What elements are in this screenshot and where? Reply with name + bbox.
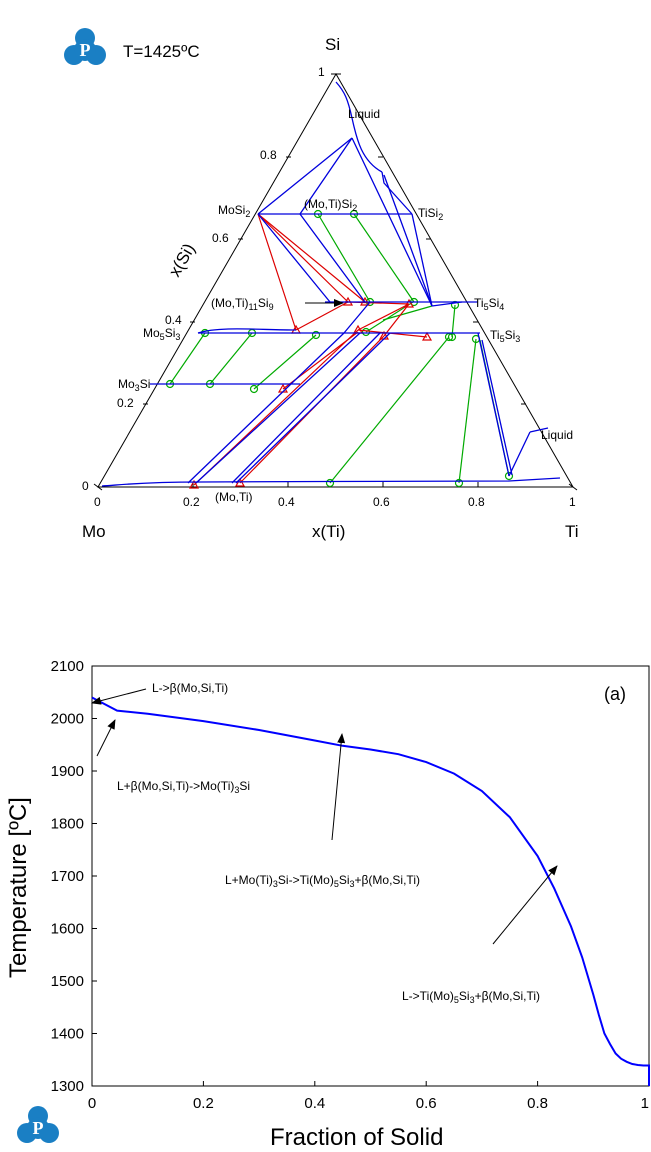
x-tick-label: 0.6 [416, 1095, 437, 1112]
apex-si-label: Si [325, 35, 340, 54]
bottom-tick-0: 0 [94, 495, 101, 509]
y-tick-label: 2000 [51, 711, 84, 728]
y-axis: 1300 1400 1500 1600 1700 1800 1900 2000 2100 [51, 658, 97, 1095]
temperature-label: T=1425ºC [123, 42, 200, 61]
green-tie-lines [169, 213, 510, 484]
annotation-3: L+Mo(Ti)3Si->Ti(Mo)5Si3+β(Mo,Si,Ti) [225, 873, 420, 889]
x-axis-title: Fraction of Solid [270, 1124, 443, 1151]
x-tick-label: 0 [88, 1095, 96, 1112]
y-tick-label: 1800 [51, 816, 84, 833]
y-tick-label: 1400 [51, 1026, 84, 1043]
y-tick-label: 1500 [51, 973, 84, 990]
label-liquid-si: Liquid [348, 107, 380, 121]
y-axis-title: Temperature [ºC] [5, 797, 32, 978]
label-moti11si9: (Mo,Ti)11Si9 [211, 296, 274, 312]
logo-icon [64, 28, 106, 65]
y-tick-label: 1600 [51, 921, 84, 938]
y-tick-label: 1900 [51, 763, 84, 780]
left-tick-02: 0.2 [117, 396, 134, 410]
axis-xti-label: x(Ti) [312, 522, 345, 541]
left-tick-1: 1 [318, 65, 325, 79]
annotation-4-arrow [492, 865, 558, 945]
label-moti: (Mo,Ti) [215, 490, 253, 504]
apex-mo-label: Mo [82, 522, 106, 541]
annotation-1: L->β(Mo,Si,Ti) [152, 681, 228, 695]
left-tick-06: 0.6 [212, 231, 229, 245]
x-tick-label: 0.2 [193, 1095, 214, 1112]
x-axis: 0 0.2 0.4 0.6 0.8 1 [88, 1081, 650, 1112]
ternary-diagram: T=1425ºC Si Mo Ti x(Ti) x(Si) 0 0. [64, 28, 579, 541]
apex-ti-label: Ti [565, 522, 579, 541]
logo-icon-bottom [17, 1106, 59, 1143]
x-tick-label: 0.4 [304, 1095, 325, 1112]
y-tick-label: 1300 [51, 1078, 84, 1095]
label-ti5si3: Ti5Si3 [490, 328, 520, 344]
panel-label: (a) [604, 684, 626, 704]
y-tick-label: 2100 [51, 658, 84, 675]
label-mo3si: Mo3Si [118, 377, 150, 393]
bottom-tick-04: 0.4 [278, 495, 295, 509]
red-tie-markers [188, 296, 433, 489]
annotation-3-arrow [331, 733, 346, 841]
annotation-2-arrow [96, 719, 116, 757]
y-tick-label: 1700 [51, 868, 84, 885]
green-tie-markers [165, 209, 514, 488]
bottom-tick-02: 0.2 [183, 495, 200, 509]
x-tick-label: 1 [641, 1095, 649, 1112]
bottom-tick-1: 1 [569, 495, 576, 509]
solidification-chart: 1300 1400 1500 1600 1700 1800 1900 2000 2100 0 0.… [5, 658, 650, 1151]
bottom-tick-06: 0.6 [373, 495, 390, 509]
label-tisi2: TiSi2 [418, 206, 443, 222]
x-tick-label: 0.8 [527, 1095, 548, 1112]
blue-phase-boundaries [101, 81, 561, 487]
annotation-2: L+β(Mo,Si,Ti)->Mo(Ti)3Si [117, 779, 250, 795]
label-mo5si3: Mo5Si3 [143, 326, 180, 342]
label-liquid-ti: Liquid [541, 428, 573, 442]
ternary-ticks [93, 73, 578, 491]
annotation-4: L->Ti(Mo)5Si3+β(Mo,Si,Ti) [402, 989, 540, 1005]
left-tick-04: 0.4 [165, 313, 182, 327]
left-tick-0: 0 [82, 479, 89, 493]
red-tie-lines [193, 213, 428, 486]
label-motisi2: (Mo,Ti)Si2 [304, 197, 357, 213]
annotation-1-arrow [91, 688, 147, 705]
axis-xsi-label: x(Si) [165, 240, 199, 280]
ternary-frame [97, 72, 574, 488]
left-tick-08: 0.8 [260, 148, 277, 162]
label-ti5si4: Ti5Si4 [474, 296, 504, 312]
label-mosi2: MoSi2 [218, 203, 250, 219]
bottom-tick-08: 0.8 [468, 495, 485, 509]
series-line [91, 696, 650, 1086]
